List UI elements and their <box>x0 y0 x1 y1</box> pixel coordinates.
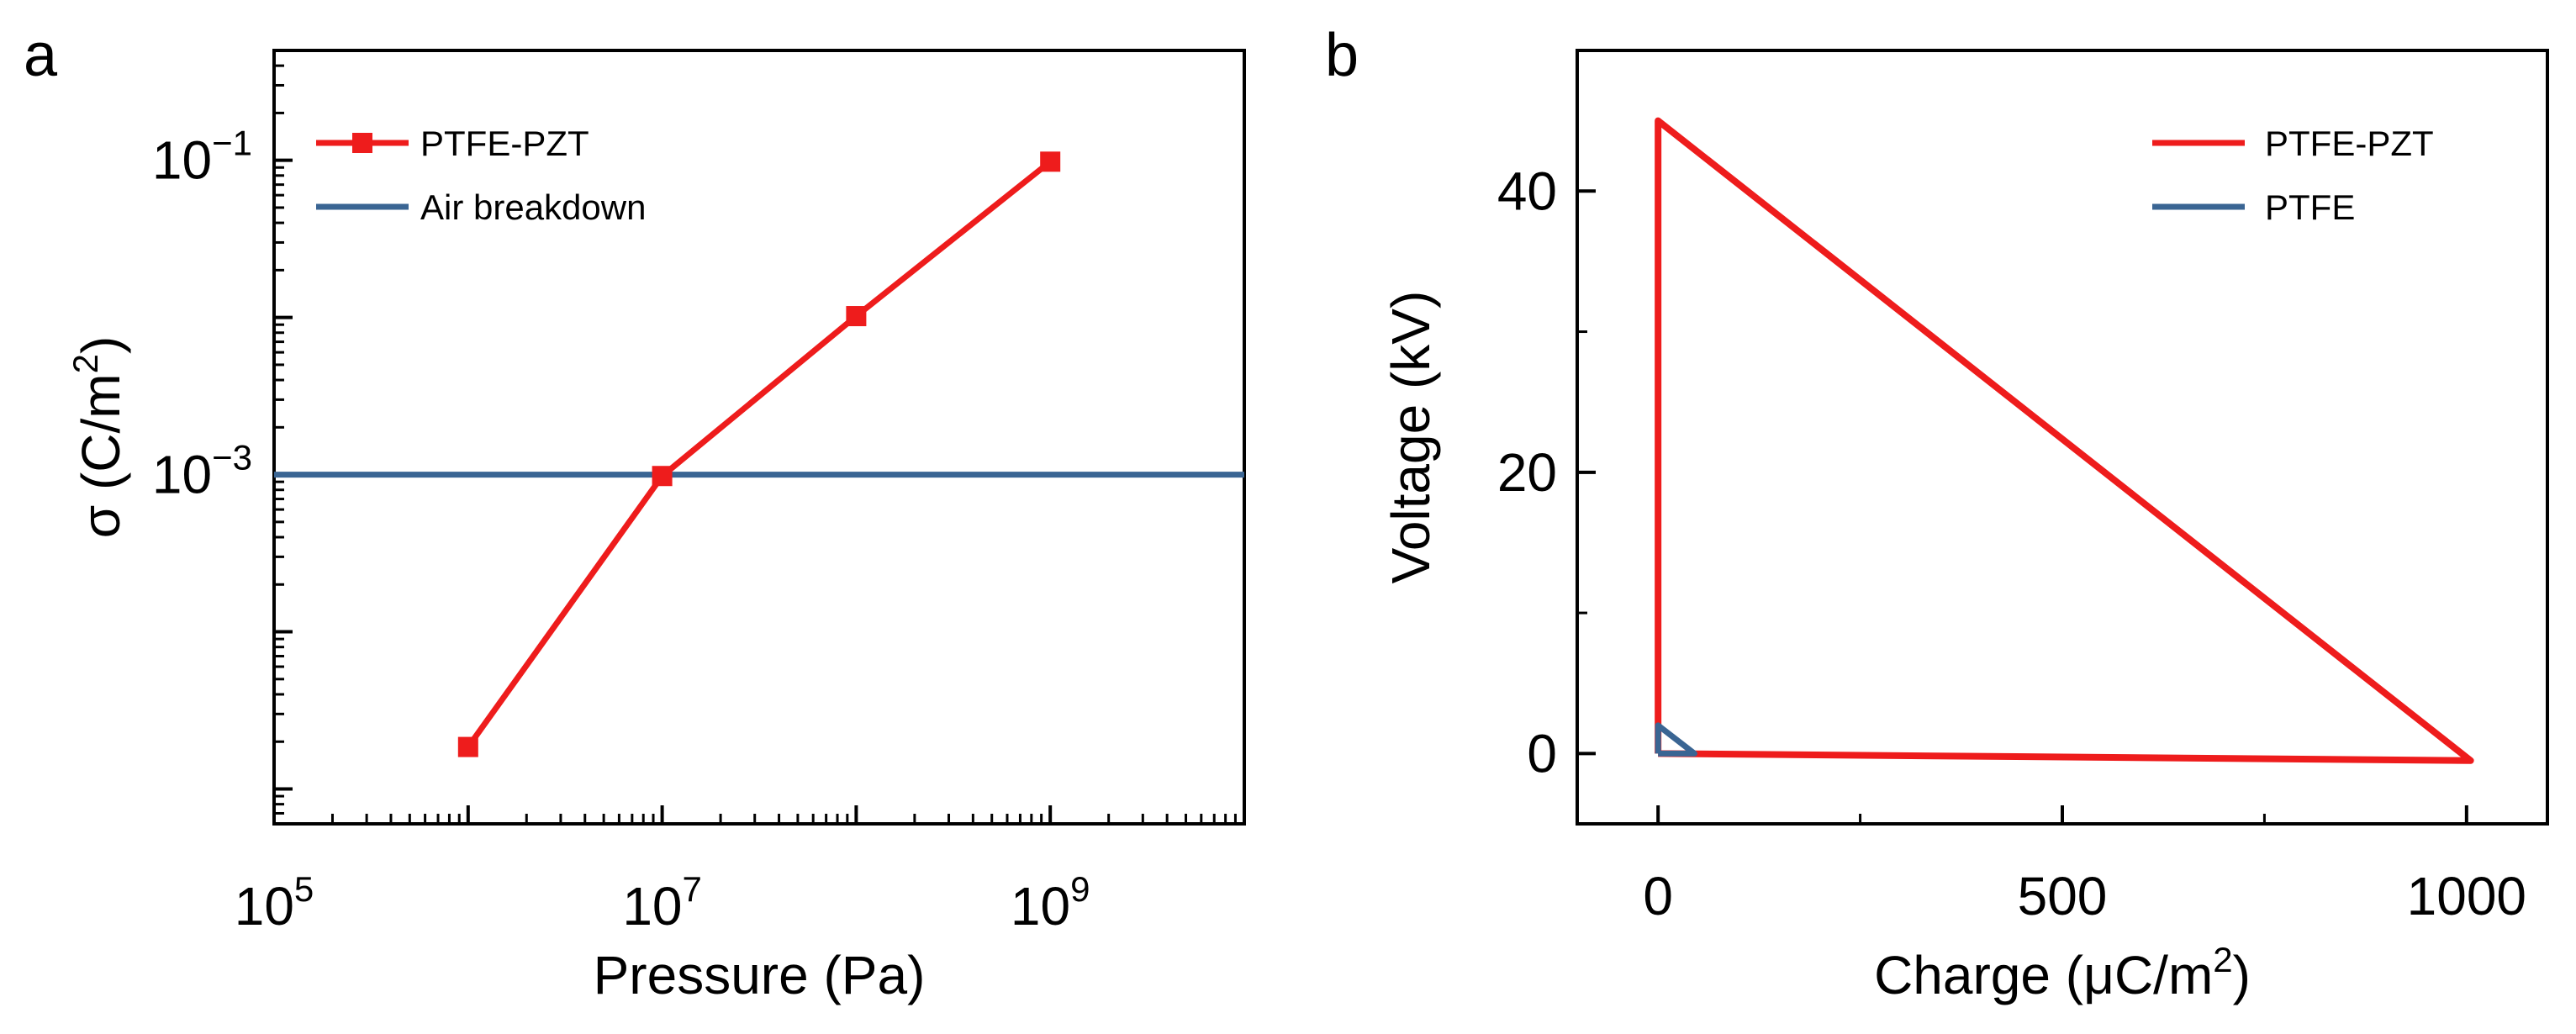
x-tick-label-b: 500 <box>2018 866 2108 926</box>
panel-letter-a: a <box>24 22 58 89</box>
y-tick-label-a: 10−3 <box>152 438 252 505</box>
minor-ticks-b <box>1577 330 2266 824</box>
x-axis-title-b: Charge (μC/m2) <box>1874 940 2251 1005</box>
x-tick-labels-a: 105 107 109 <box>235 869 1090 936</box>
legend-a: PTFE-PZT Air breakdown <box>316 124 646 227</box>
y-tick-labels-a: 10−3 10−1 <box>152 124 252 505</box>
ptfe-loop <box>1655 722 1697 757</box>
legend-label-ptfe-pzt-b: PTFE-PZT <box>2265 124 2434 163</box>
y-axis-title-b: Voltage (kV) <box>1380 291 1441 584</box>
x-tick-label-a: 109 <box>1011 869 1090 936</box>
ptfe-pzt-markers <box>457 151 1061 757</box>
x-tick-label-b: 0 <box>1643 866 1673 926</box>
y-tick-label-a: 10−1 <box>152 124 252 191</box>
major-ticks-a <box>272 158 1246 824</box>
x-axis-title-a: Pressure (Pa) <box>594 945 926 1005</box>
major-ticks-b <box>1577 189 2468 824</box>
ptfe-pzt-marker <box>1040 151 1061 172</box>
panel-b: b 0 500 1000 0 20 40 Charge (μC/m2) Voltage … <box>1325 22 2549 1005</box>
x-tick-label-b: 1000 <box>2407 866 2526 926</box>
y-axis-title-a: σ (C/m2) <box>66 336 131 539</box>
legend-marker-ptfe-pzt-a <box>352 133 372 153</box>
ptfe-pzt-marker <box>457 736 478 757</box>
x-tick-label-a: 105 <box>235 869 314 936</box>
y-tick-label-b: 0 <box>1527 723 1557 783</box>
x-tick-label-a: 107 <box>622 869 702 936</box>
y-tick-label-b: 40 <box>1497 161 1557 221</box>
legend-label-ptfe-pzt-a: PTFE-PZT <box>420 124 589 163</box>
plot-frame-a <box>272 49 1246 826</box>
panel-a: a 105 107 109 10−3 10−1 Pressure (Pa) σ (C/… <box>24 22 1246 1005</box>
ptfe-pzt-marker <box>652 466 673 487</box>
x-tick-labels-b: 0 500 1000 <box>1643 866 2526 926</box>
ptfe-pzt-marker <box>846 306 867 327</box>
panel-letter-b: b <box>1325 22 1359 89</box>
minor-ticks-a <box>274 64 1237 824</box>
y-tick-label-b: 20 <box>1497 442 1557 503</box>
ptfe-pzt-line-a <box>465 159 1053 749</box>
ptfe-pzt-loop <box>1655 117 2474 764</box>
legend-label-air-breakdown: Air breakdown <box>420 187 646 227</box>
legend-label-ptfe: PTFE <box>2265 187 2355 227</box>
legend-b: PTFE-PZT PTFE <box>2152 124 2434 227</box>
y-tick-labels-b: 0 20 40 <box>1497 161 1557 783</box>
